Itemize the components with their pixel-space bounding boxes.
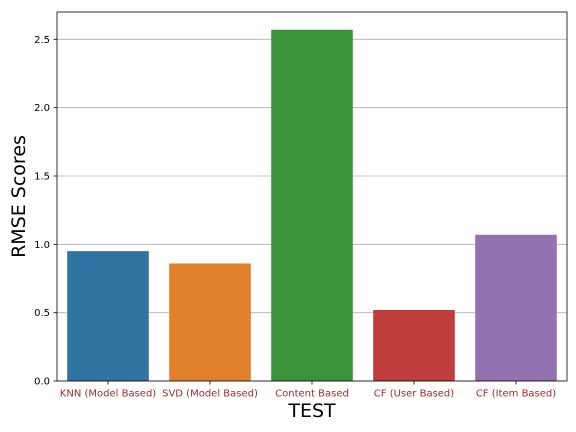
x-axis-ticks: KNN (Model Based) SVD (Model Based) Conten… <box>60 381 556 400</box>
y-tick-label: 2.5 <box>34 35 50 46</box>
y-axis-ticks: 0.0 0.5 1.0 1.5 2.0 2.5 <box>34 35 57 388</box>
y-tick-label: 1.0 <box>34 240 50 251</box>
bar <box>67 251 149 381</box>
bar <box>475 235 557 381</box>
x-tick-label: Content Based <box>275 389 349 400</box>
y-tick-label: 1.5 <box>34 172 50 183</box>
y-axis-title: RMSE Scores <box>8 135 30 258</box>
bar <box>373 310 455 381</box>
bars <box>67 30 557 381</box>
y-tick-label: 0.5 <box>34 308 50 319</box>
y-tick-label: 2.0 <box>34 103 50 114</box>
x-tick-label: CF (User Based) <box>374 389 454 400</box>
y-tick-label: 0.0 <box>34 377 50 388</box>
bar <box>271 30 353 381</box>
x-tick-label: CF (Item Based) <box>476 389 556 400</box>
x-tick-label: KNN (Model Based) <box>60 389 157 400</box>
x-axis-title: TEST <box>287 400 336 422</box>
bar <box>169 263 251 381</box>
x-tick-label: SVD (Model Based) <box>162 389 258 400</box>
